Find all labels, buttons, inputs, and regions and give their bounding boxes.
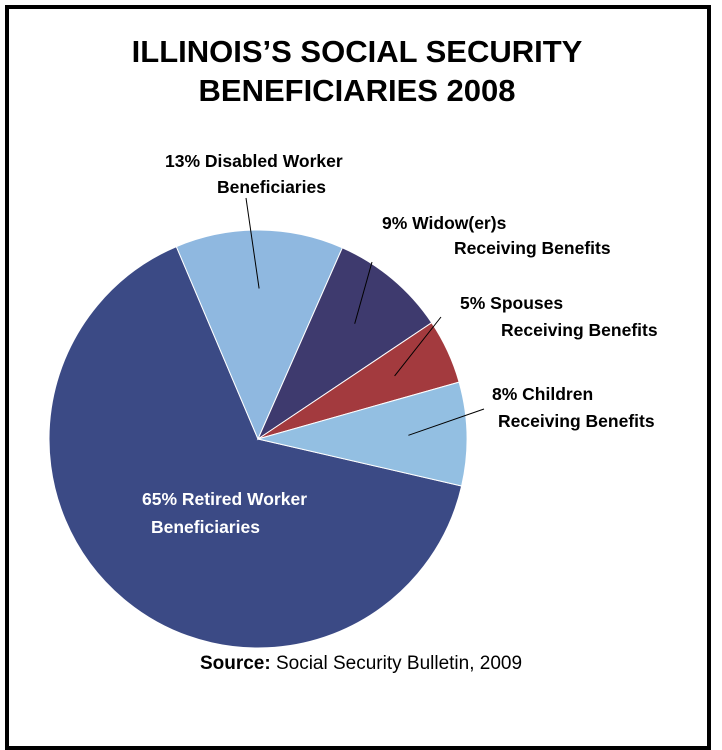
source-note: Source: Social Security Bulletin, 2009 [0, 653, 722, 675]
slice-label-children: 8% Children Receiving Benefits [492, 384, 655, 431]
slice-label-disabled: 13% Disabled Worker Beneficiaries [165, 151, 348, 197]
slice-label-disabled-line-2: Beneficiaries [217, 177, 326, 197]
slice-label-retired-line-1: 65% Retired Worker [142, 489, 307, 509]
slice-label-widowers-line-2: Receiving Benefits [454, 238, 611, 258]
slice-label-widowers-line-1: 9% Widow(er)s [382, 213, 507, 233]
source-label: Source: [200, 653, 271, 674]
slice-label-disabled-line-1: 13% Disabled Worker [165, 151, 343, 171]
slice-label-children-line-2: Receiving Benefits [498, 411, 655, 431]
slice-label-spouses: 5% Spouses Receiving Benefits [460, 293, 658, 340]
slice-label-retired-line-2: Beneficiaries [151, 517, 260, 537]
source-text: Social Security Bulletin, 2009 [271, 653, 522, 674]
slice-label-widowers: 9% Widow(er)s Receiving Benefits [382, 213, 611, 258]
slice-label-spouses-line-1: 5% Spouses [460, 293, 563, 313]
pie-slices [49, 230, 467, 648]
slice-label-children-line-1: 8% Children [492, 384, 593, 404]
slice-label-spouses-line-2: Receiving Benefits [501, 320, 658, 340]
